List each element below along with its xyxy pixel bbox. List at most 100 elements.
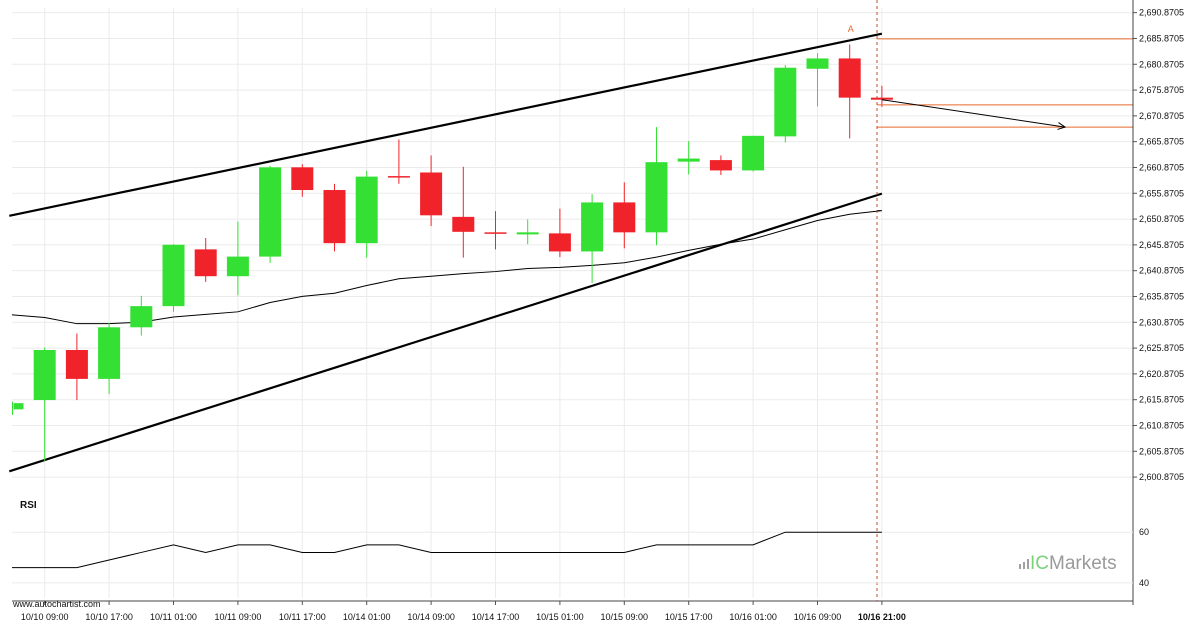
candle-body <box>420 172 443 216</box>
candlesticks <box>12 44 893 461</box>
candle-body <box>259 167 282 257</box>
y-tick-label: 2,670.8705 <box>1139 111 1184 121</box>
candle-body <box>742 135 765 171</box>
brand-suffix: Markets <box>1049 553 1117 574</box>
candle-up <box>259 165 282 263</box>
candle-body <box>130 306 153 328</box>
candle-down <box>870 85 893 107</box>
axes: 2,690.8705 2,685.8705 2,680.8705 2,675.8705… <box>12 0 1184 622</box>
candle-body <box>387 176 410 178</box>
candle-down <box>484 211 507 250</box>
price-levels: A <box>848 24 1133 130</box>
candle-up <box>162 244 185 312</box>
candle-body <box>98 327 121 379</box>
candle-down <box>452 166 475 258</box>
candle-body <box>484 232 507 234</box>
y-tick-label: 2,640.8705 <box>1139 266 1184 276</box>
candle-body <box>162 244 185 307</box>
candle-down <box>387 139 410 184</box>
y-tick-label: 2,690.8705 <box>1139 8 1184 18</box>
candle-body <box>613 202 636 233</box>
trend-channel <box>8 32 883 473</box>
x-tick-label: 10/14 09:00 <box>407 612 455 622</box>
candle-body <box>645 162 668 233</box>
y-tick-label: 2,625.8705 <box>1139 343 1184 353</box>
candle-body <box>194 249 217 277</box>
candle-up <box>581 194 604 283</box>
candle-body <box>452 216 475 232</box>
candle-down <box>548 208 571 258</box>
candle-up <box>774 65 797 143</box>
rsi-panel: RSI 60 40 <box>12 500 1149 588</box>
candle-body <box>838 58 861 98</box>
x-tick-label: 10/11 01:00 <box>150 612 197 622</box>
candle-body <box>33 350 56 401</box>
candle-body <box>870 97 893 100</box>
candle-body <box>13 403 24 410</box>
x-tick-label: 10/14 01:00 <box>343 612 391 622</box>
candle-body <box>291 167 314 191</box>
candle-up <box>516 219 539 245</box>
y-tick-label: 2,685.8705 <box>1139 33 1184 43</box>
candle-up <box>677 141 700 175</box>
candle-down <box>709 155 732 176</box>
channel-upper-line <box>9 32 883 217</box>
brand-logo: ICMarkets <box>1019 553 1117 574</box>
candle-body <box>581 202 604 252</box>
candle-body <box>226 256 249 277</box>
candle-down <box>838 44 861 139</box>
candle-down <box>291 164 314 197</box>
x-tick-label: 10/15 01:00 <box>536 612 584 622</box>
candle-up <box>806 53 829 107</box>
x-tick-label: 10/10 09:00 <box>21 612 69 622</box>
rsi-title: RSI <box>20 500 37 511</box>
svg-text:ICMarkets: ICMarkets <box>1030 553 1117 574</box>
y-tick-label: 2,660.8705 <box>1139 162 1184 172</box>
candle-body <box>709 160 732 171</box>
candle-down <box>65 333 88 401</box>
candle-down <box>420 155 443 227</box>
x-tick-label: 10/16 01:00 <box>729 612 777 622</box>
x-tick-label: 10/16 09:00 <box>794 612 842 622</box>
y-tick-label: 2,630.8705 <box>1139 317 1184 327</box>
rsi-line <box>12 531 882 569</box>
x-tick-label: 10/11 09:00 <box>214 612 261 622</box>
x-tick-label: 10/10 17:00 <box>85 612 133 622</box>
candle-body <box>677 158 700 162</box>
y-tick-label: 2,645.8705 <box>1139 240 1184 250</box>
candle-body <box>806 58 829 69</box>
candle-up <box>742 135 765 172</box>
y-tick-label: 2,610.8705 <box>1139 420 1184 430</box>
candle-down <box>323 183 346 252</box>
candle-up <box>130 295 153 336</box>
candle-down <box>194 238 217 282</box>
x-tick-label: 10/11 17:00 <box>279 612 326 622</box>
candle-body <box>355 176 378 244</box>
candle-up <box>355 170 378 258</box>
candle-body <box>323 190 346 244</box>
y-tick-label: 2,635.8705 <box>1139 291 1184 301</box>
x-tick-label: 10/15 17:00 <box>665 612 713 622</box>
candle-up <box>226 221 249 296</box>
y-tick-label: 2,665.8705 <box>1139 137 1184 147</box>
candle-up <box>98 322 121 394</box>
y-tick-label: 2,600.8705 <box>1139 472 1184 482</box>
candle-down <box>613 182 636 249</box>
watermark-url: www.autochartist.com <box>12 599 101 609</box>
candle-up <box>12 401 24 416</box>
candle-body <box>774 67 797 137</box>
candle-up <box>645 127 668 246</box>
candle-body <box>65 350 88 379</box>
forecast-arrow-head <box>1057 122 1067 130</box>
brand-bars-icon <box>1019 559 1029 569</box>
x-tick-label: 10/15 09:00 <box>601 612 649 622</box>
forecast-arrow-line <box>881 99 1066 128</box>
rsi-tick-label: 40 <box>1139 578 1149 588</box>
y-tick-label: 2,655.8705 <box>1139 188 1184 198</box>
y-tick-label: 2,615.8705 <box>1139 395 1184 405</box>
brand-prefix: IC <box>1030 553 1049 574</box>
y-tick-label: 2,620.8705 <box>1139 369 1184 379</box>
y-tick-label: 2,675.8705 <box>1139 85 1184 95</box>
x-tick-label: 10/14 17:00 <box>472 612 520 622</box>
